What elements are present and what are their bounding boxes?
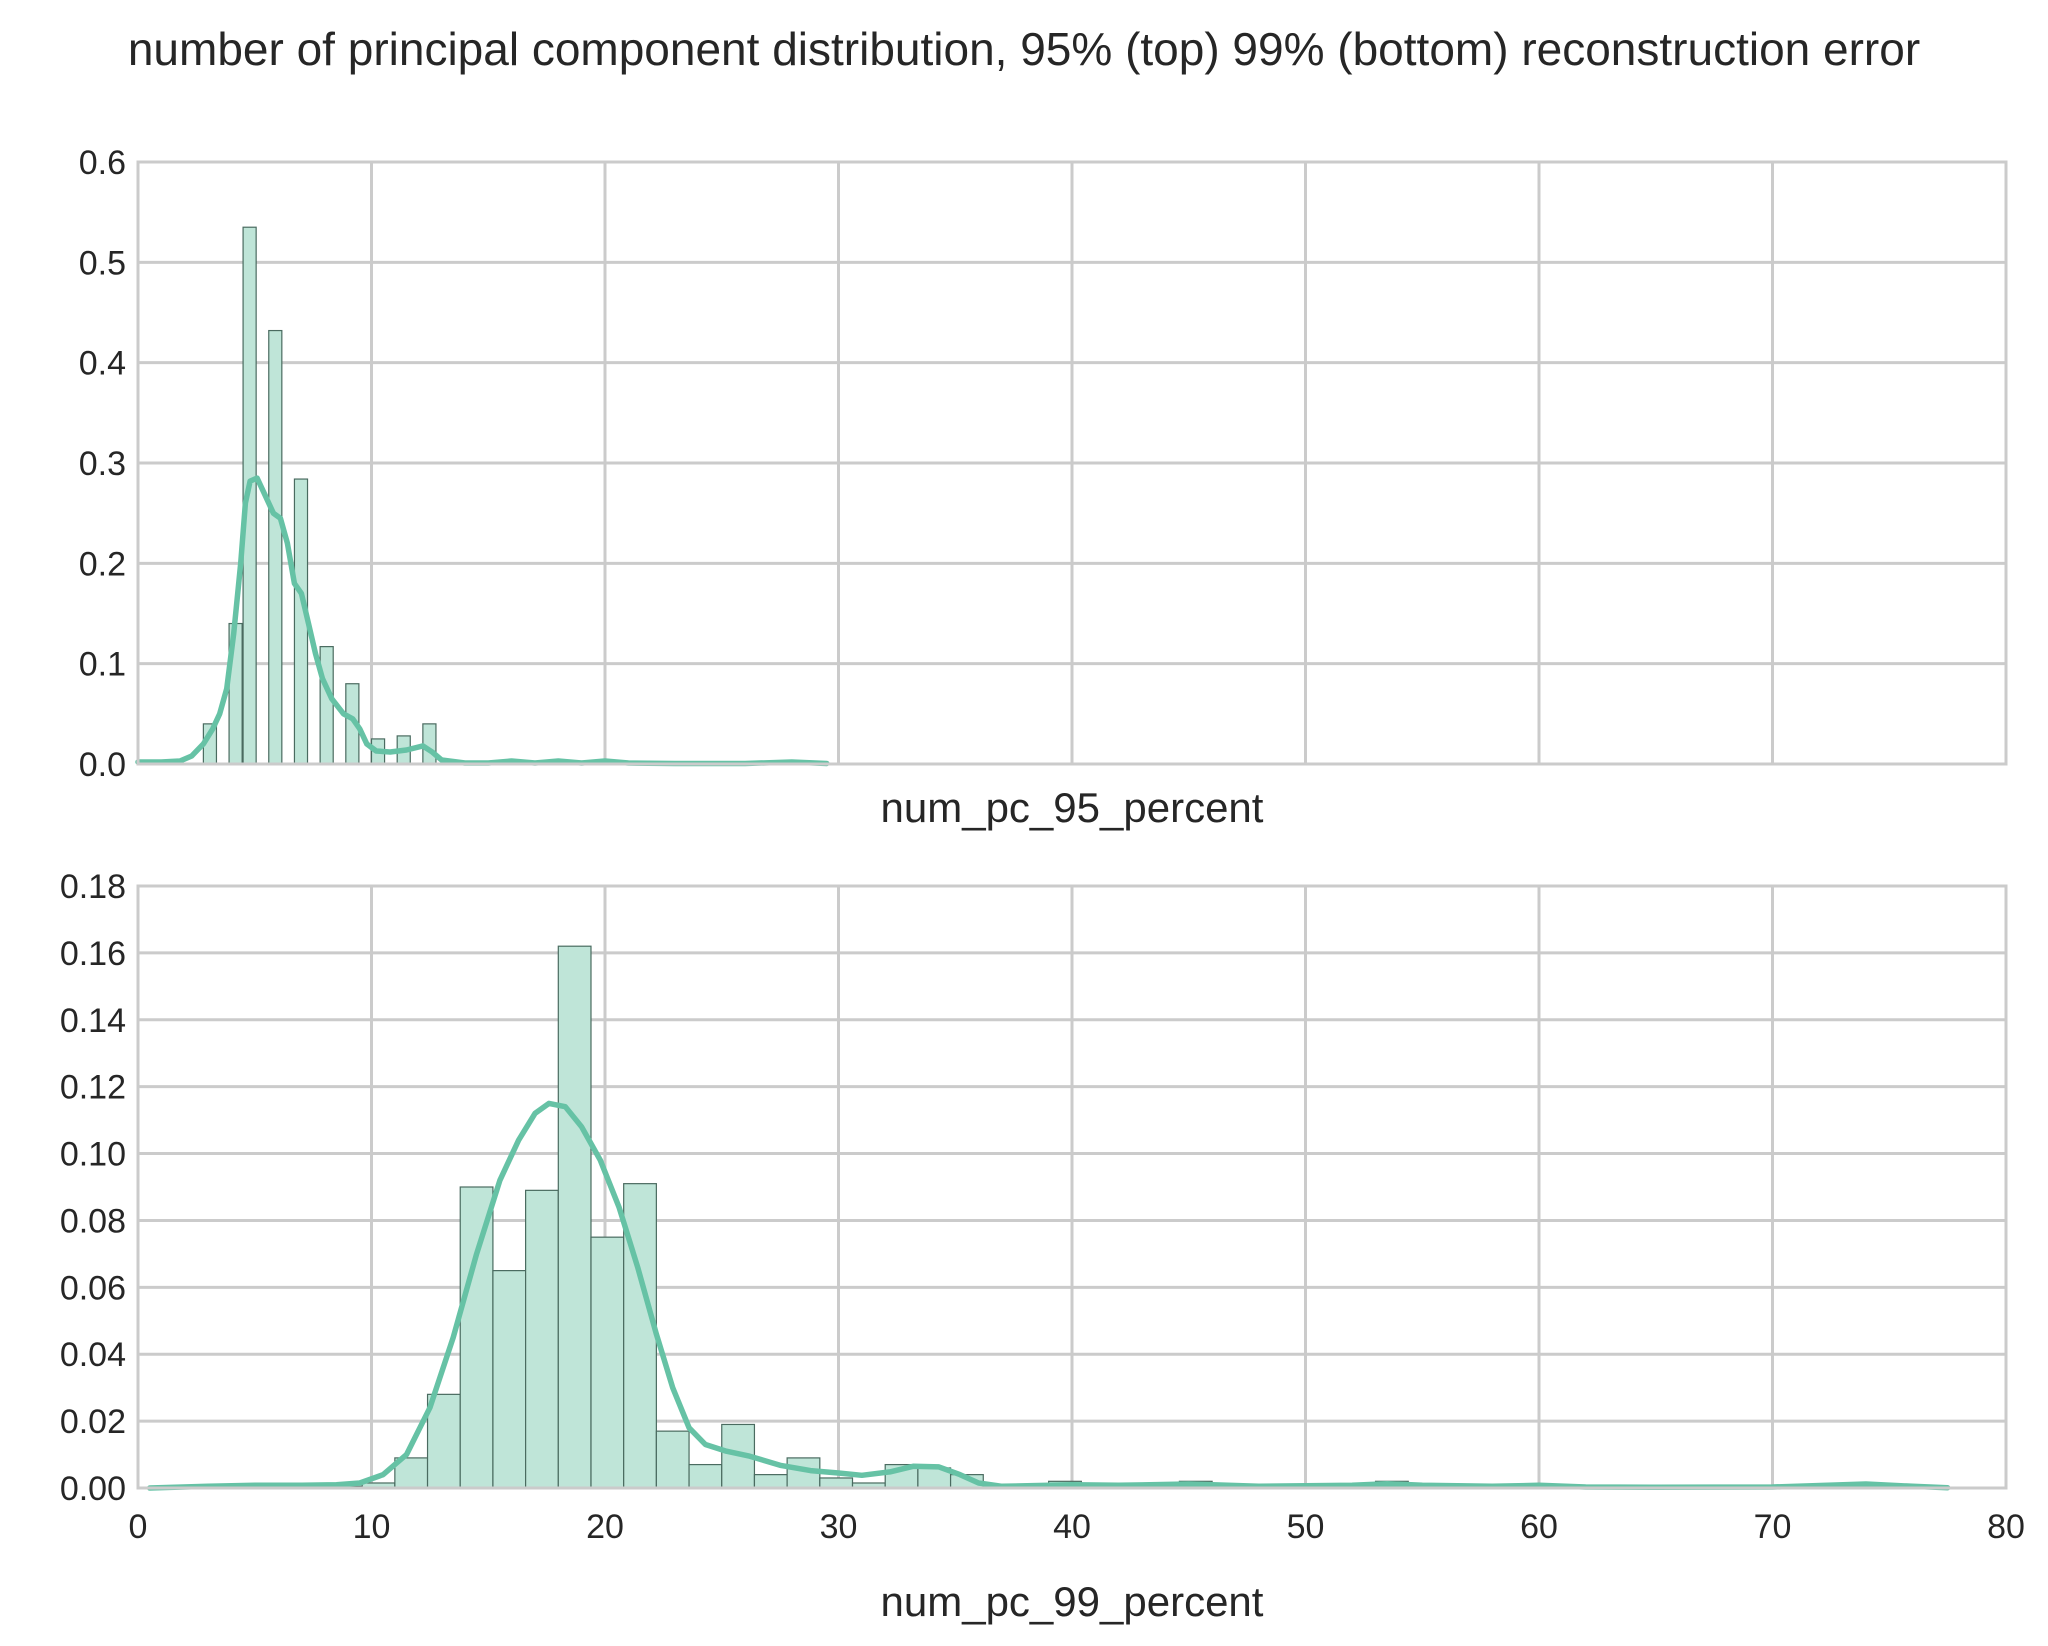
y-tick-label: 0.10	[60, 1136, 126, 1174]
histogram-bar	[268, 329, 283, 765]
kde-line	[146, 1100, 1951, 1491]
y-tick-label: 0.12	[60, 1069, 126, 1107]
bottom-histogram-panel: 0.00 0.02 0.04 0.06 0.08 0.10 0.12 0.14 0.16 0.18…	[60, 868, 2025, 1625]
x-tick-label: 40	[1053, 1508, 1091, 1546]
top-histogram-panel: 0.0 0.1 0.2 0.3 0.4 0.5 0.6 num_pc_95_percent	[79, 144, 2008, 831]
histogram-bar	[655, 1430, 690, 1489]
y-tick-label: 0.0	[79, 746, 126, 784]
histogram-bar	[557, 945, 592, 1489]
y-tick-label: 0.3	[79, 445, 126, 483]
x-tick-label: 30	[820, 1508, 858, 1546]
y-tick-label: 0.1	[79, 646, 126, 684]
x-tick-label: 80	[1987, 1508, 2025, 1546]
histogram-bar	[459, 1186, 494, 1489]
histogram-bar	[819, 1477, 854, 1489]
x-tick-label: 60	[1520, 1508, 1558, 1546]
histogram-bar	[492, 1270, 527, 1489]
figure-title: number of principal component distributi…	[127, 23, 1921, 75]
y-tick-label: 0.14	[60, 1002, 126, 1040]
histogram-bar	[688, 1463, 723, 1489]
x-tick-label: 70	[1754, 1508, 1792, 1546]
y-tick-label: 0.06	[60, 1269, 126, 1307]
histogram-bar	[590, 1236, 625, 1489]
histogram-bar	[319, 646, 334, 765]
y-tick-label: 0.02	[60, 1403, 126, 1441]
x-tick-label: 20	[586, 1508, 624, 1546]
kde-line	[135, 475, 830, 767]
axes-frame	[136, 884, 2008, 1490]
x-tick-label: 0	[129, 1508, 148, 1546]
histogram-bar	[525, 1189, 559, 1489]
y-tick-label: 0.04	[60, 1336, 126, 1374]
x-tick-label: 50	[1287, 1508, 1325, 1546]
y-tick-label: 0.6	[79, 144, 126, 182]
histogram-bar	[753, 1474, 788, 1489]
x-axis-label: num_pc_95_percent	[881, 784, 1264, 831]
y-tick-label: 0.00	[60, 1470, 126, 1508]
y-tick-label: 0.4	[79, 345, 126, 383]
x-tick-label: 10	[353, 1508, 391, 1546]
axes-frame	[136, 160, 2008, 766]
y-tick-label: 0.2	[79, 545, 126, 583]
y-tick-label: 0.08	[60, 1202, 126, 1240]
y-tick-label: 0.18	[60, 868, 126, 906]
y-tick-label: 0.16	[60, 935, 126, 973]
y-tick-label: 0.5	[79, 244, 126, 282]
x-axis-label: num_pc_99_percent	[881, 1578, 1264, 1625]
